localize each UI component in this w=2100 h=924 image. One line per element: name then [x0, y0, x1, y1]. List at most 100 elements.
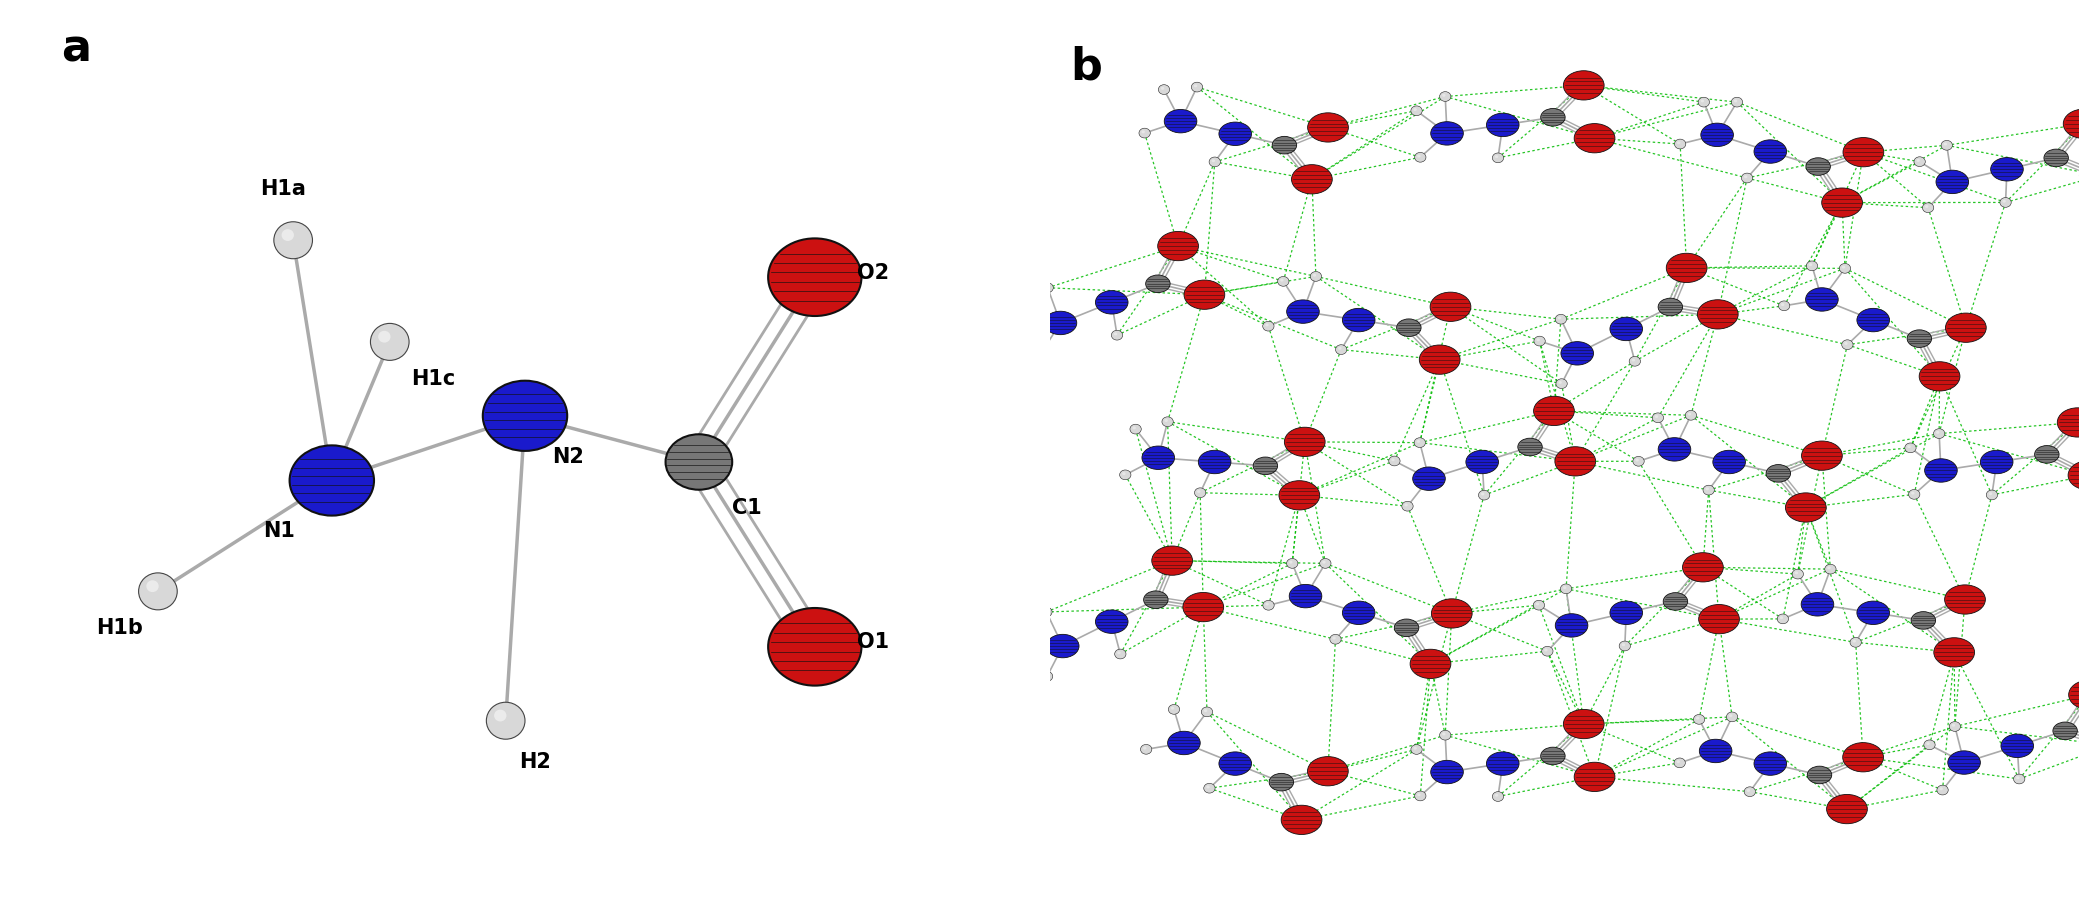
Circle shape: [1544, 649, 1548, 651]
Ellipse shape: [2058, 407, 2098, 437]
Circle shape: [1924, 740, 1936, 749]
Circle shape: [1312, 274, 1317, 276]
Circle shape: [1142, 130, 1144, 133]
Ellipse shape: [483, 381, 567, 451]
Ellipse shape: [1714, 450, 1745, 474]
Circle shape: [1044, 674, 1048, 676]
Circle shape: [1044, 609, 1046, 613]
Circle shape: [1338, 346, 1342, 350]
Circle shape: [1411, 745, 1422, 754]
Circle shape: [1533, 601, 1546, 610]
Ellipse shape: [1701, 123, 1732, 147]
Circle shape: [1678, 141, 1680, 144]
Ellipse shape: [2054, 722, 2077, 739]
Ellipse shape: [1466, 450, 1499, 474]
Ellipse shape: [1911, 612, 1936, 629]
Circle shape: [1940, 787, 1942, 790]
Circle shape: [1621, 643, 1625, 646]
Circle shape: [1686, 410, 1697, 420]
Circle shape: [1132, 426, 1136, 430]
Circle shape: [1443, 733, 1445, 736]
Circle shape: [1392, 458, 1394, 461]
Ellipse shape: [1096, 291, 1128, 314]
Ellipse shape: [1487, 752, 1518, 775]
Text: b: b: [1071, 45, 1102, 88]
Circle shape: [1493, 153, 1504, 163]
Ellipse shape: [1785, 492, 1827, 522]
Circle shape: [1195, 488, 1205, 498]
Circle shape: [1191, 82, 1203, 92]
Circle shape: [1560, 584, 1571, 594]
Circle shape: [1987, 490, 1997, 500]
Ellipse shape: [1413, 467, 1445, 491]
Circle shape: [1945, 142, 1947, 146]
Ellipse shape: [1409, 650, 1451, 678]
Ellipse shape: [290, 445, 374, 516]
Circle shape: [1281, 279, 1283, 282]
Circle shape: [1796, 571, 1798, 575]
Text: N1: N1: [262, 521, 294, 541]
Circle shape: [1558, 381, 1562, 383]
Ellipse shape: [769, 608, 861, 686]
Ellipse shape: [1806, 287, 1838, 311]
Circle shape: [1415, 791, 1426, 801]
Circle shape: [1115, 650, 1126, 659]
Circle shape: [1418, 794, 1420, 796]
Circle shape: [1806, 261, 1819, 271]
Circle shape: [1533, 336, 1546, 346]
Text: O2: O2: [857, 262, 888, 283]
Circle shape: [1632, 359, 1636, 361]
Ellipse shape: [2090, 731, 2100, 760]
Circle shape: [1630, 357, 1640, 366]
Ellipse shape: [1430, 292, 1470, 322]
Ellipse shape: [1808, 766, 1831, 784]
Ellipse shape: [1394, 619, 1420, 637]
Ellipse shape: [1342, 602, 1376, 625]
Ellipse shape: [1342, 309, 1376, 332]
Ellipse shape: [1044, 311, 1077, 334]
Circle shape: [1728, 714, 1732, 717]
Circle shape: [1166, 419, 1168, 422]
Ellipse shape: [769, 238, 861, 316]
Ellipse shape: [1430, 760, 1464, 784]
Circle shape: [1262, 322, 1275, 331]
Ellipse shape: [1218, 752, 1252, 775]
Circle shape: [1743, 176, 1747, 178]
Text: O1: O1: [857, 632, 888, 652]
Circle shape: [1827, 566, 1831, 569]
Circle shape: [1040, 349, 1042, 352]
Circle shape: [1936, 785, 1949, 795]
Ellipse shape: [1554, 446, 1596, 476]
Ellipse shape: [2079, 161, 2100, 190]
Ellipse shape: [1907, 330, 1932, 347]
Ellipse shape: [1151, 546, 1193, 576]
Circle shape: [1701, 100, 1703, 103]
Circle shape: [1703, 485, 1714, 495]
Ellipse shape: [1279, 480, 1319, 510]
Ellipse shape: [1396, 319, 1422, 336]
Circle shape: [1113, 333, 1117, 335]
Ellipse shape: [1168, 731, 1201, 755]
Circle shape: [1203, 710, 1208, 712]
Ellipse shape: [1802, 441, 1842, 470]
Circle shape: [1911, 492, 1915, 494]
Ellipse shape: [2001, 735, 2033, 758]
Circle shape: [1205, 785, 1210, 788]
Ellipse shape: [1308, 113, 1348, 142]
Circle shape: [2014, 774, 2024, 784]
Circle shape: [1411, 106, 1422, 116]
Circle shape: [1403, 502, 1413, 511]
Circle shape: [1415, 152, 1426, 162]
Ellipse shape: [1096, 610, 1128, 633]
Circle shape: [1907, 445, 1911, 448]
Circle shape: [1388, 456, 1401, 466]
Ellipse shape: [1575, 762, 1615, 792]
Ellipse shape: [1575, 124, 1615, 152]
Circle shape: [1741, 173, 1753, 183]
Circle shape: [1808, 263, 1812, 266]
Circle shape: [494, 710, 506, 722]
Circle shape: [1825, 565, 1835, 574]
Ellipse shape: [1766, 465, 1791, 482]
Circle shape: [1021, 305, 1025, 309]
Circle shape: [1262, 601, 1275, 610]
